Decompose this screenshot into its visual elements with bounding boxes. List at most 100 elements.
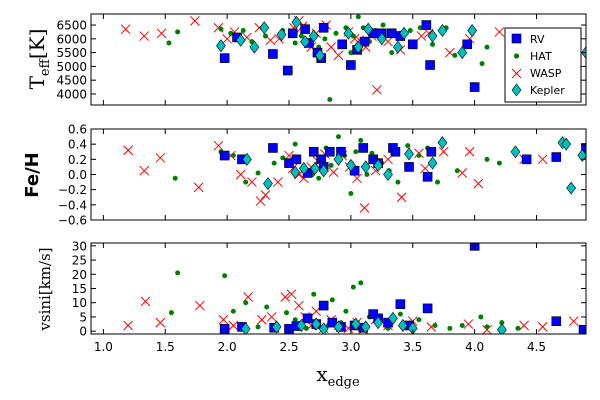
point-teff-kepler-16 [437,24,448,38]
point-vsini-kepler-7 [360,320,371,334]
point-teff-kepler-6 [300,35,310,49]
ytick-label-vsini-4: 20 [72,268,87,282]
point-vsini-hat-29 [515,325,521,331]
point-vsini-kepler-5 [333,320,344,334]
point-feh-hat-28 [484,156,490,162]
ytick-label-teff-4: 6000 [56,32,87,46]
legend-label-kepler: Kepler [530,84,565,97]
point-vsini-wasp-11 [294,300,304,311]
point-teff-kepler-8 [315,48,325,62]
ytick-label-teff-3: 5500 [56,46,87,60]
legend-entry-wasp: WASP [511,67,562,80]
point-feh-hat-17 [358,137,364,143]
point-vsini-hat-26 [478,314,484,320]
ytick-label-vsini-3: 15 [72,282,87,296]
point-vsini-hat-6 [264,304,270,310]
point-feh-kepler-18 [577,149,586,163]
point-feh-hat-0 [172,175,178,181]
point-feh-rv-21 [551,152,562,162]
legend-entry-kepler: Kepler [511,83,565,97]
ytick-label-vsini-1: 5 [79,310,87,324]
point-vsini-hat-8 [292,317,298,323]
xtick-label-0: 1.0 [94,340,113,354]
point-feh-hat-24 [416,153,422,159]
point-vsini-kepler-10 [397,318,408,332]
ytick-label-feh-6: 0.6 [68,123,87,137]
point-feh-wasp-22 [359,203,370,213]
point-feh-hat-4 [255,170,261,176]
point-vsini-wasp-30 [568,316,579,327]
ytick-label-feh-3: 0.0 [68,168,87,182]
legend-label-wasp: WASP [530,67,562,80]
point-feh-rv-4 [291,154,302,165]
point-vsini-wasp-4 [218,314,229,325]
point-teff-hat-30 [452,52,458,58]
point-feh-wasp-1 [139,165,150,176]
point-feh-kepler-14 [510,145,521,159]
point-vsini-hat-22 [416,317,422,323]
legend-marker-wasp [511,68,522,79]
point-vsini-wasp-7 [256,314,267,325]
ytick-label-vsini-5: 25 [72,254,87,268]
panel-feh-frame [90,128,587,221]
point-vsini-wasp-0 [123,320,133,331]
point-feh-wasp-0 [123,145,133,156]
point-vsini-hat-4 [243,300,249,306]
point-feh-hat-22 [395,179,401,185]
point-feh-kepler-6 [333,152,344,166]
point-teff-hat-2 [218,26,224,32]
point-feh-kepler-9 [373,158,383,172]
ytick-label-teff-2: 5000 [56,60,87,74]
point-teff-wasp-3 [190,16,200,26]
point-vsini-rv-19 [551,316,562,327]
point-vsini-kepler-12 [496,323,507,334]
panel-teff-frame [90,13,587,106]
x-tick-labels: 1.0 1.5 2.0 2.5 3.0 3.5 4.0 4.5 [94,340,546,354]
point-teff-rv-13 [359,36,370,47]
point-vsini-hat-27 [484,324,490,330]
point-vsini-wasp-8 [266,312,277,322]
point-vsini-wasp-10 [286,289,297,300]
point-vsini-rv-15 [395,299,406,309]
point-vsini-hat-3 [230,308,236,314]
point-feh-rv-20 [521,154,532,165]
point-feh-kepler-7 [346,158,356,172]
point-vsini-rv-7 [318,300,329,311]
legend: RV HAT WASP Kepler [504,27,582,103]
point-vsini-hat-0 [168,310,174,316]
ytick-label-teff-1: 4500 [56,74,87,88]
point-teff-kepler-7 [308,29,319,43]
point-feh-wasp-25 [396,192,407,203]
point-vsini-wasp-27 [482,324,492,334]
point-feh-hat-3 [243,179,249,185]
point-vsini-kepler-0 [240,322,251,334]
point-teff-rv-2 [268,49,278,59]
point-feh-hat-23 [405,143,411,149]
point-feh-wasp-3 [193,182,204,193]
point-vsini-hat-16 [358,280,364,286]
point-vsini-hat-9 [303,325,309,331]
panel-feh-ticks: −0.6 −0.4−0.20.00.20.40.6 [58,123,586,228]
point-feh-hat-5 [271,160,277,166]
xtick-label-5: 3.5 [403,340,422,354]
point-feh-hat-15 [348,190,354,196]
point-feh-wasp-18 [328,167,339,178]
legend-entry-hat: HAT [513,50,552,63]
point-teff-wasp-17 [326,42,336,52]
point-vsini-rv-0 [219,324,230,334]
point-feh-hat-19 [369,150,375,156]
point-vsini-kepler-3 [311,317,322,331]
point-teff-kepler-13 [393,40,403,54]
point-teff-kepler-1 [235,33,246,47]
point-teff-wasp-18 [333,50,344,61]
ytick-label-feh-4: 0.2 [68,153,87,167]
panel-vsini-frame [90,242,587,335]
ytick-label-teff-5: 6500 [56,19,87,33]
point-feh-wasp-10 [273,177,283,187]
point-vsini-hat-5 [255,324,261,330]
point-feh-wasp-30 [464,146,475,157]
panel-vsini-ylabel: vsini[km/s] [36,247,54,331]
point-feh-wasp-6 [235,169,246,180]
